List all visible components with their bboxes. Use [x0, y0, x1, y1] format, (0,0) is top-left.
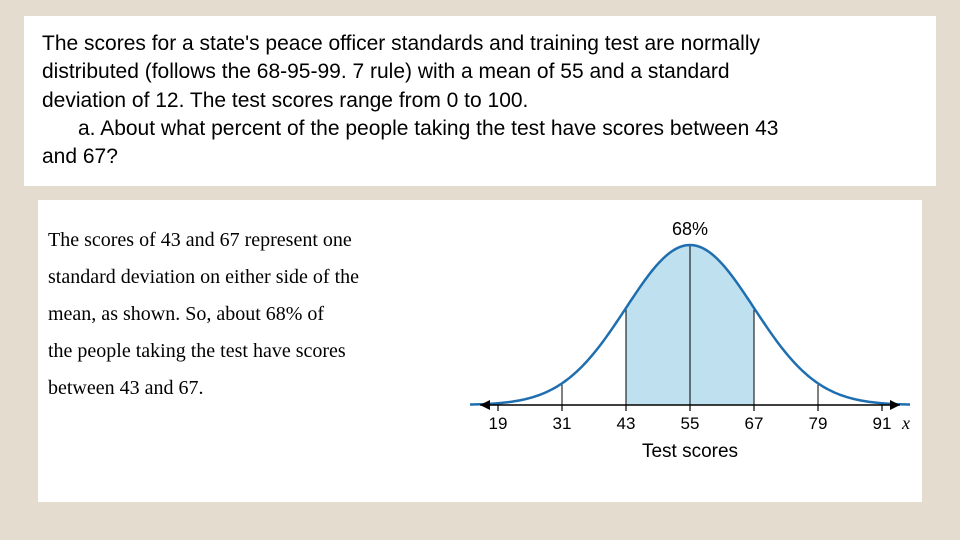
question-part-a-1: a. About what percent of the people taki…: [42, 115, 918, 143]
axis-arrow-left: [480, 400, 490, 410]
question-line-2: distributed (follows the 68-95-99. 7 rul…: [42, 58, 918, 86]
tick-label: 55: [681, 414, 700, 433]
normal-distribution-chart: 19 31 43 55 67 79 91 x Test scores 68%: [470, 210, 910, 470]
axis-arrow-right: [890, 400, 900, 410]
question-line-3: deviation of 12. The test scores range f…: [42, 87, 918, 115]
answer-area: The scores of 43 and 67 represent one st…: [38, 200, 922, 502]
explanation-text: The scores of 43 and 67 represent one st…: [48, 222, 448, 407]
tick-label: 79: [809, 414, 828, 433]
tick-label: 91: [873, 414, 892, 433]
tick-label: 31: [553, 414, 572, 433]
exp-line-3: mean, as shown. So, about 68% of: [48, 296, 448, 333]
exp-line-5: between 43 and 67.: [48, 370, 448, 407]
axis-title: Test scores: [642, 441, 738, 462]
question-line-1: The scores for a state's peace officer s…: [42, 30, 918, 58]
percent-label: 68%: [672, 219, 708, 239]
exp-line-4: the people taking the test have scores: [48, 333, 448, 370]
exp-line-2: standard deviation on either side of the: [48, 259, 448, 296]
x-var-label: x: [901, 413, 910, 433]
question-part-a-2: and 67?: [42, 143, 918, 171]
tick-label: 67: [745, 414, 764, 433]
tick-label: 19: [489, 414, 508, 433]
question-box: The scores for a state's peace officer s…: [24, 16, 936, 186]
exp-line-1: The scores of 43 and 67 represent one: [48, 222, 448, 259]
tick-label: 43: [617, 414, 636, 433]
